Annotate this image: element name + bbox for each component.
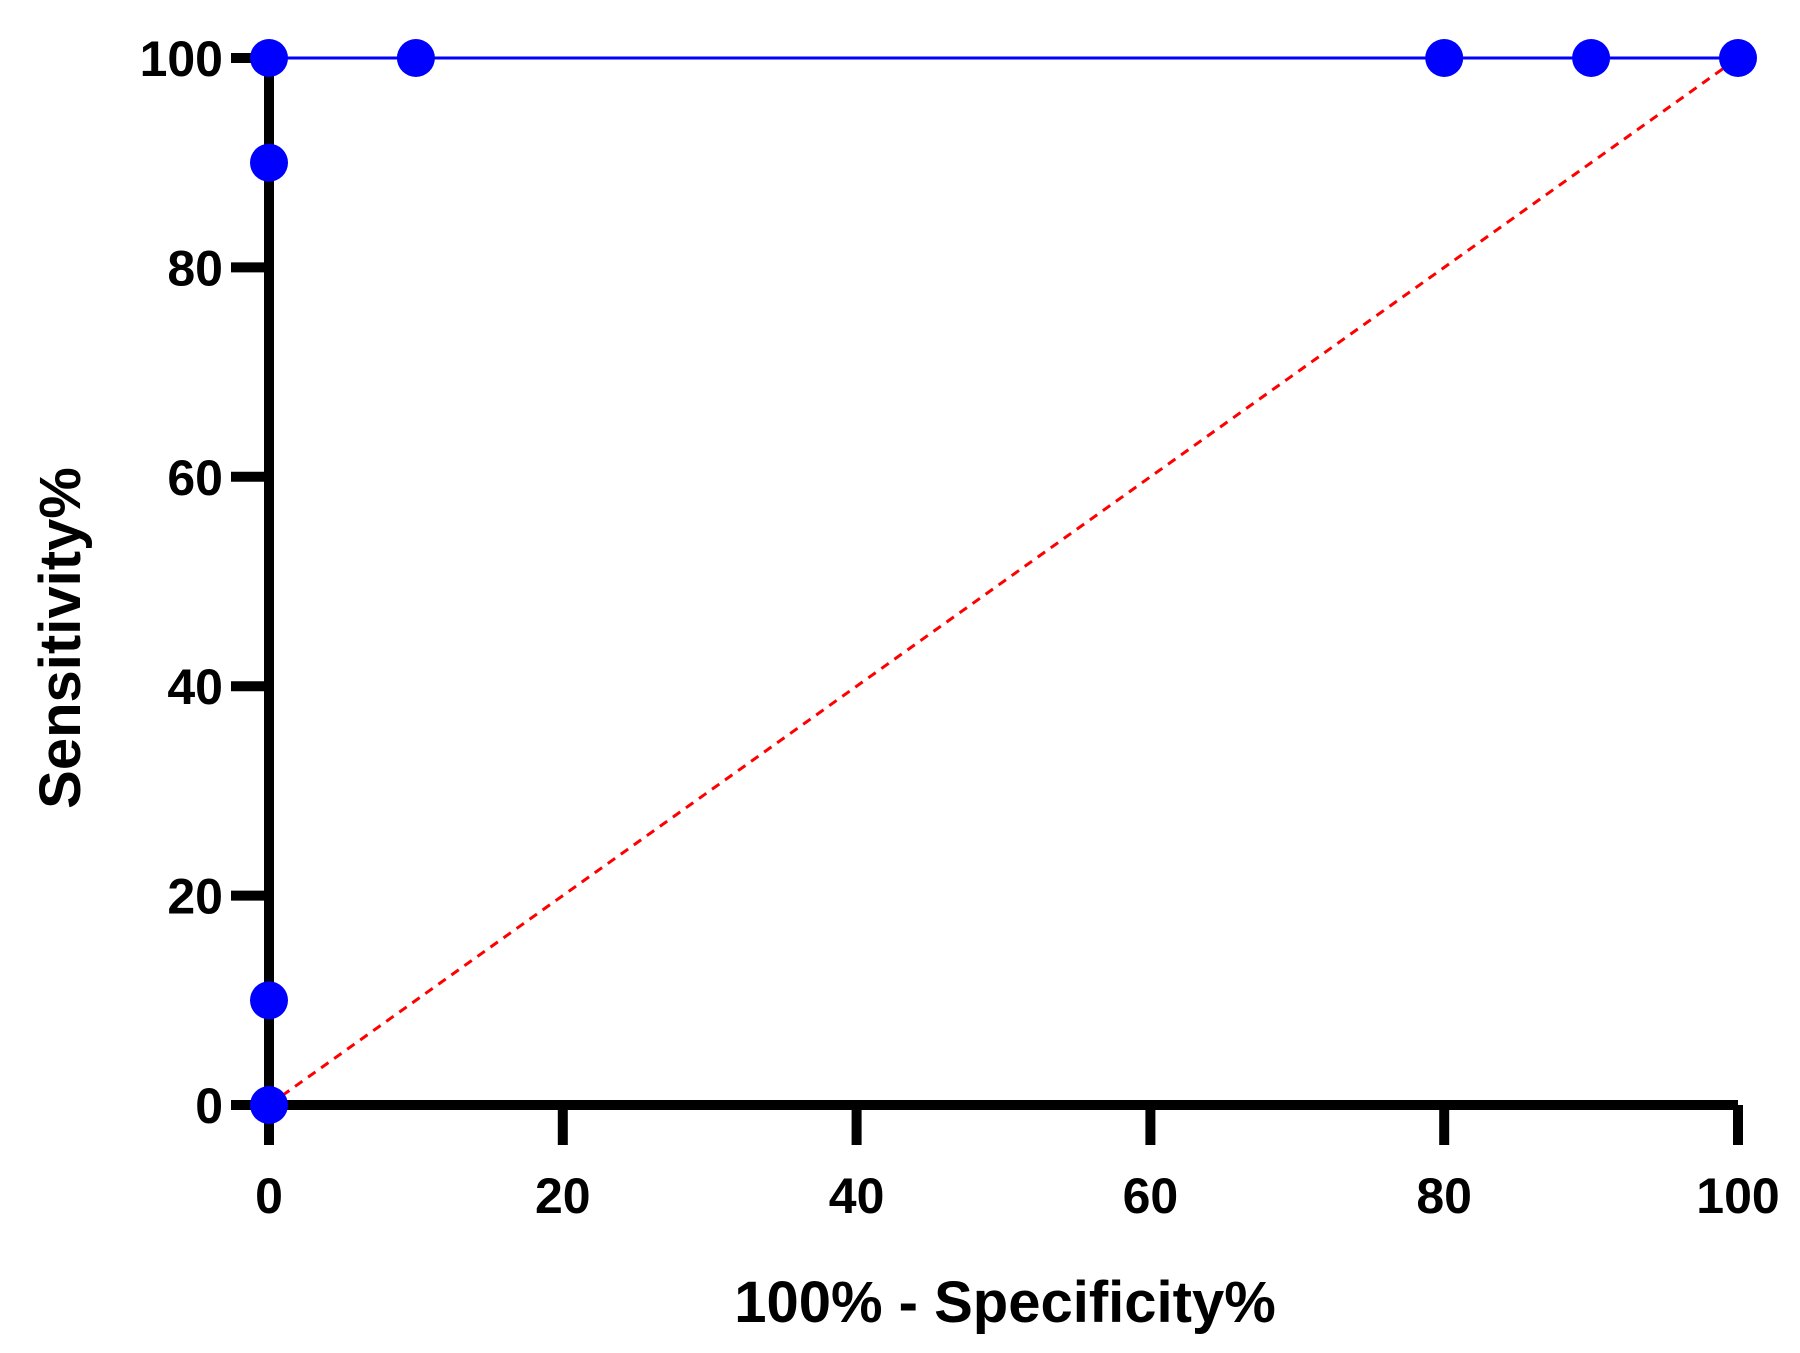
data-point-1-4 — [250, 39, 288, 77]
y-tick-label-80: 80 — [167, 240, 223, 296]
x-tick-label-40: 40 — [829, 1168, 885, 1224]
y-axis-title: Sensitivity% — [28, 467, 93, 809]
x-axis-title: 100% - Specificity% — [734, 1270, 1276, 1335]
x-tick-label-60: 60 — [1123, 1168, 1179, 1224]
data-point-1-3 — [250, 143, 288, 182]
y-tick-label-60: 60 — [167, 450, 223, 506]
axes — [231, 53, 1743, 1145]
plot-area — [267, 56, 1739, 1107]
x-tick-label-100: 100 — [1696, 1168, 1779, 1224]
series-line-2 — [268, 56, 1739, 1107]
tick-labels: 0 20 40 60 80 100 0 20 40 60 80 100 — [140, 31, 1780, 1224]
data-point-1-2 — [250, 981, 288, 1020]
data-point-1-7 — [1572, 39, 1611, 77]
x-tick-label-20: 20 — [535, 1168, 591, 1224]
x-tick-label-0: 0 — [255, 1168, 283, 1224]
y-tick-label-100: 100 — [140, 31, 223, 87]
data-point-1-5 — [396, 39, 435, 77]
data-point-1-8 — [1719, 39, 1757, 77]
data-point-1-1 — [250, 1086, 288, 1124]
y-tick-label-20: 20 — [167, 869, 223, 925]
data-markers — [250, 39, 1757, 1124]
y-tick-label-0: 0 — [195, 1078, 223, 1134]
x-tick-label-80: 80 — [1416, 1168, 1472, 1224]
data-point-1-6 — [1425, 39, 1464, 77]
y-tick-label-40: 40 — [167, 659, 223, 715]
